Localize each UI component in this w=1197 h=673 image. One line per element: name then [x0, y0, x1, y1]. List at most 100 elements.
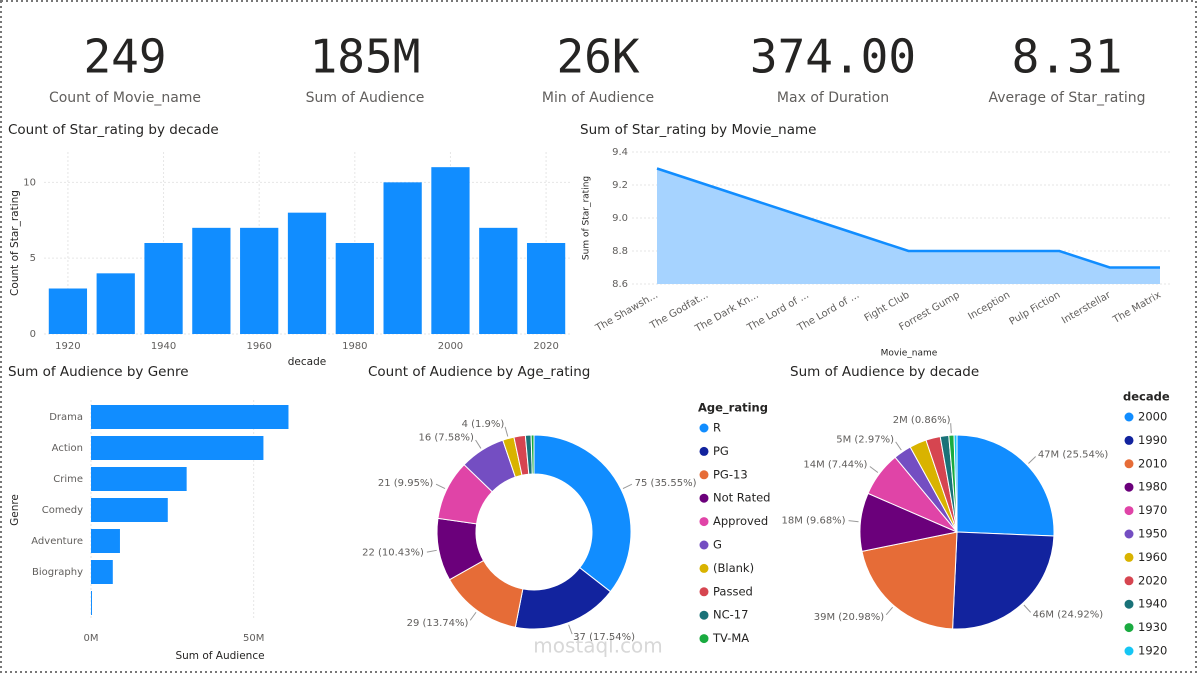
legend-title: decade: [1123, 390, 1170, 404]
x-axis-title: Movie_name: [881, 349, 938, 359]
legend-label: 1950: [1138, 527, 1167, 541]
bar: [91, 405, 289, 429]
leader-line: [885, 606, 894, 616]
legend-label: G: [713, 538, 722, 552]
slice: [956, 434, 1055, 537]
card-value: 8.31: [1012, 30, 1123, 84]
legend-marker: [1124, 576, 1134, 586]
legend-marker: [1124, 435, 1134, 445]
y-tick-label: 9.2: [612, 180, 628, 191]
chart-title: Sum of Star_rating by Movie_name: [580, 122, 816, 138]
x-axis-title: Sum of Audience: [175, 650, 264, 662]
legend-marker: [1124, 529, 1134, 539]
data-label: 21 (9.95%): [378, 478, 434, 489]
data-label: 22 (10.43%): [362, 548, 424, 559]
y-tick-label: Crime: [53, 474, 83, 485]
legend-marker: [699, 610, 709, 620]
leader-line: [1023, 604, 1032, 613]
legend-label: Approved: [713, 514, 768, 528]
legend-marker: [1124, 506, 1134, 516]
x-tick-label: Inception: [966, 290, 1012, 323]
bar: [91, 560, 113, 584]
legend-label: 1980: [1138, 480, 1167, 494]
data-label: 14M (7.44%): [803, 460, 867, 471]
data-label: 2M (0.86%): [893, 415, 951, 426]
legend-marker: [1124, 412, 1134, 422]
x-axis-title: decade: [288, 356, 326, 368]
y-tick-label: 10: [23, 177, 36, 188]
legend-label: 2010: [1138, 456, 1167, 470]
legend-label: 1970: [1138, 503, 1167, 517]
y-tick-label: 9.4: [612, 147, 628, 158]
x-tick-label: The Matrix: [1111, 290, 1164, 327]
x-tick-label: 1980: [342, 341, 367, 352]
legend-marker: [1124, 599, 1134, 609]
y-tick-label: Biography: [32, 567, 83, 578]
bar: [383, 182, 422, 334]
slice: [533, 434, 632, 593]
leader-line: [426, 549, 437, 553]
legend-marker: [699, 493, 709, 503]
line: [656, 167, 1160, 269]
data-label: 4 (1.9%): [462, 419, 505, 430]
x-tick-label: 1960: [246, 341, 271, 352]
card-label: Sum of Audience: [306, 90, 425, 106]
y-axis-title: Sum of Star_rating: [582, 176, 592, 260]
leader-line: [950, 423, 952, 434]
legend-label: (Blank): [713, 561, 754, 575]
bar: [91, 498, 168, 522]
x-tick-label: The Shawsh...: [593, 290, 660, 335]
legend-marker: [699, 587, 709, 597]
data-label: 46M (24.92%): [1033, 610, 1104, 621]
chart-title: Sum of Audience by decade: [790, 364, 979, 380]
bar: [144, 243, 183, 334]
y-axis-title: Genre: [9, 494, 21, 526]
card-label: Max of Duration: [777, 90, 889, 106]
card-value: 374.00: [750, 30, 916, 84]
x-tick-label: 50M: [243, 633, 264, 644]
chart-title: Count of Audience by Age_rating: [368, 364, 590, 380]
leader-line: [622, 483, 633, 490]
legend-label: 2020: [1138, 573, 1167, 587]
data-label: 5M (2.97%): [836, 434, 894, 445]
data-label: 29 (13.74%): [407, 618, 469, 629]
card-label: Count of Movie_name: [49, 90, 201, 106]
chart-title: Sum of Audience by Genre: [8, 364, 189, 380]
legend-marker: [699, 423, 709, 433]
data-label: 75 (35.55%): [635, 478, 697, 489]
bar: [431, 167, 470, 334]
bar: [91, 591, 92, 615]
leader-line: [1028, 456, 1037, 464]
bar: [479, 227, 518, 334]
x-tick-label: 0M: [84, 633, 99, 644]
card-label: Min of Audience: [542, 90, 654, 106]
leader-line: [469, 611, 477, 621]
card-label: Average of Star_rating: [988, 90, 1145, 106]
x-tick-label: 1940: [151, 341, 176, 352]
bar: [192, 227, 231, 334]
card-value: 249: [83, 30, 166, 84]
data-label: 47M (25.54%): [1038, 449, 1109, 460]
bar: [240, 227, 279, 334]
legend-marker: [1124, 552, 1134, 562]
bar: [335, 243, 374, 334]
legend-marker: [699, 540, 709, 550]
bar: [287, 212, 327, 334]
slice: [861, 531, 958, 630]
legend-label: 1920: [1138, 644, 1167, 658]
legend-marker: [699, 446, 709, 456]
legend-title: Age_rating: [698, 401, 768, 416]
legend-marker: [699, 634, 709, 644]
y-tick-label: 8.6: [612, 279, 628, 290]
leader-line: [504, 426, 509, 437]
y-tick-label: 9.0: [612, 213, 628, 224]
legend-label: NC-17: [713, 608, 748, 622]
data-label: 16 (7.58%): [418, 432, 474, 443]
legend-label: 1930: [1138, 620, 1167, 634]
x-tick-label: 2020: [533, 341, 558, 352]
slice: [530, 434, 535, 475]
legend-marker: [1124, 482, 1134, 492]
bar: [91, 529, 120, 553]
y-tick-label: Drama: [49, 412, 83, 423]
